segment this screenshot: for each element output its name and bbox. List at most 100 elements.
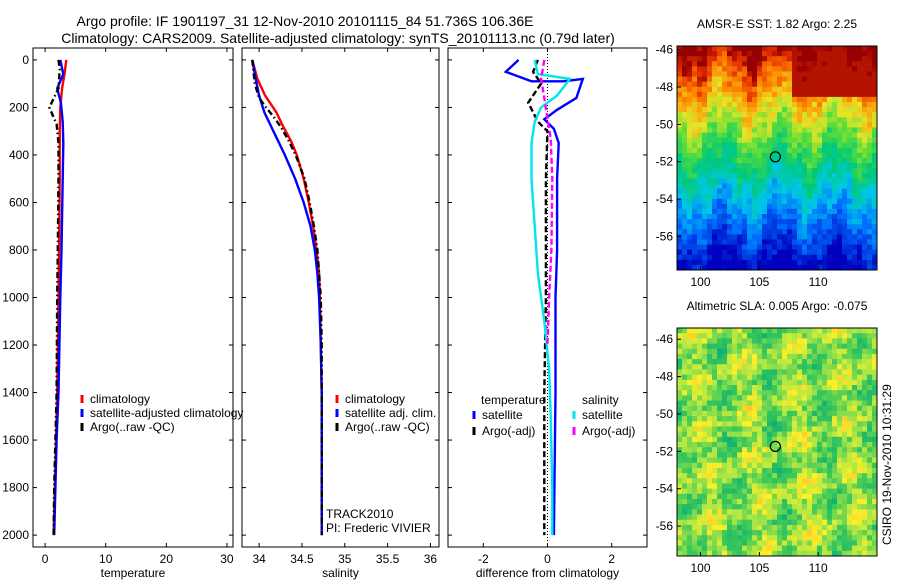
map-cell xyxy=(682,76,688,83)
map-cell xyxy=(762,535,768,541)
map-cell xyxy=(792,51,798,57)
map-cell xyxy=(797,343,803,350)
map-cell xyxy=(872,353,878,360)
map-cell xyxy=(717,452,723,458)
map-cell xyxy=(727,203,733,210)
map-cell xyxy=(827,405,833,412)
map-cell xyxy=(747,208,753,215)
map-cell xyxy=(802,359,808,365)
map-cell xyxy=(757,76,763,83)
map-cell xyxy=(677,163,683,169)
map-cell xyxy=(872,107,878,113)
map-cell xyxy=(777,229,783,235)
map-cell xyxy=(747,364,753,370)
map-cell xyxy=(742,514,748,521)
map-cell xyxy=(842,112,848,118)
map-cell xyxy=(702,369,708,376)
map-cell xyxy=(702,219,708,225)
map-cell xyxy=(792,132,798,139)
map-cell xyxy=(727,333,733,339)
map-cell xyxy=(702,343,708,350)
map-cell xyxy=(872,338,878,344)
map-cell xyxy=(697,56,703,62)
map-cell xyxy=(712,259,718,266)
map-cell xyxy=(712,405,718,412)
map-cell xyxy=(742,96,748,103)
map-cell xyxy=(767,137,773,144)
map-cell xyxy=(862,452,868,458)
map-cell xyxy=(677,359,683,365)
map-cell xyxy=(737,71,743,77)
map-cell xyxy=(717,405,723,412)
map-cell xyxy=(867,524,873,531)
map-cell xyxy=(777,46,783,52)
map-cell xyxy=(732,535,738,541)
map-cell xyxy=(737,198,743,205)
map-cell xyxy=(847,550,853,557)
map-cell xyxy=(752,400,758,407)
map-cell xyxy=(752,158,758,164)
map-cell xyxy=(762,390,768,396)
map-cell xyxy=(827,395,833,401)
map-cell xyxy=(822,259,828,266)
map-cell xyxy=(847,416,853,422)
map-cell xyxy=(752,239,758,245)
map-cell xyxy=(702,86,708,93)
x-tick-label: 36 xyxy=(424,552,438,566)
map-cell xyxy=(687,467,693,474)
map-cell xyxy=(847,343,853,350)
map-cell xyxy=(812,359,818,365)
map-cell xyxy=(827,550,833,557)
map-cell xyxy=(832,359,838,365)
map-cell xyxy=(797,158,803,164)
map-cell xyxy=(847,122,853,128)
map-cell xyxy=(822,91,828,98)
map-cell xyxy=(862,426,868,433)
map-cell xyxy=(682,431,688,438)
map-cell xyxy=(747,91,753,98)
map-cell xyxy=(847,410,853,417)
map-cell xyxy=(797,71,803,77)
map-cell xyxy=(687,385,693,391)
map-cell xyxy=(802,239,808,245)
map-cell xyxy=(872,328,878,334)
map-cell xyxy=(742,168,748,174)
map-cell xyxy=(847,51,853,57)
map-cell xyxy=(707,234,713,240)
map-cell xyxy=(727,442,733,448)
map-cell xyxy=(732,390,738,396)
map-cell xyxy=(732,203,738,210)
map-cell xyxy=(837,467,843,474)
map-cell xyxy=(812,239,818,245)
map-cell xyxy=(757,102,763,108)
map-cell xyxy=(802,364,808,370)
map-cell xyxy=(847,333,853,339)
map-cell xyxy=(862,374,868,381)
map-cell xyxy=(782,395,788,401)
map-cell xyxy=(847,117,853,123)
map-cell xyxy=(842,224,848,230)
map-cell xyxy=(807,431,813,438)
map-cell xyxy=(697,173,703,179)
map-cell xyxy=(682,46,688,52)
map-cell xyxy=(727,219,733,225)
map-cell xyxy=(682,86,688,93)
map-cell xyxy=(727,540,733,547)
map-cell xyxy=(847,457,853,464)
series-line-satellite-adj-clim- xyxy=(251,59,323,536)
map-cell xyxy=(702,71,708,77)
map-cell xyxy=(817,483,823,490)
map-cell xyxy=(842,395,848,401)
map-cell xyxy=(802,540,808,547)
map-cell xyxy=(837,385,843,391)
map-cell xyxy=(722,163,728,169)
map-cell xyxy=(812,178,818,184)
map-cell xyxy=(727,436,733,443)
map-cell xyxy=(767,71,773,77)
map-cell xyxy=(807,514,813,521)
map-cell xyxy=(747,183,753,189)
map-cell xyxy=(767,348,773,355)
map-cell xyxy=(752,178,758,184)
map-cell xyxy=(872,168,878,174)
map-cell xyxy=(722,369,728,376)
